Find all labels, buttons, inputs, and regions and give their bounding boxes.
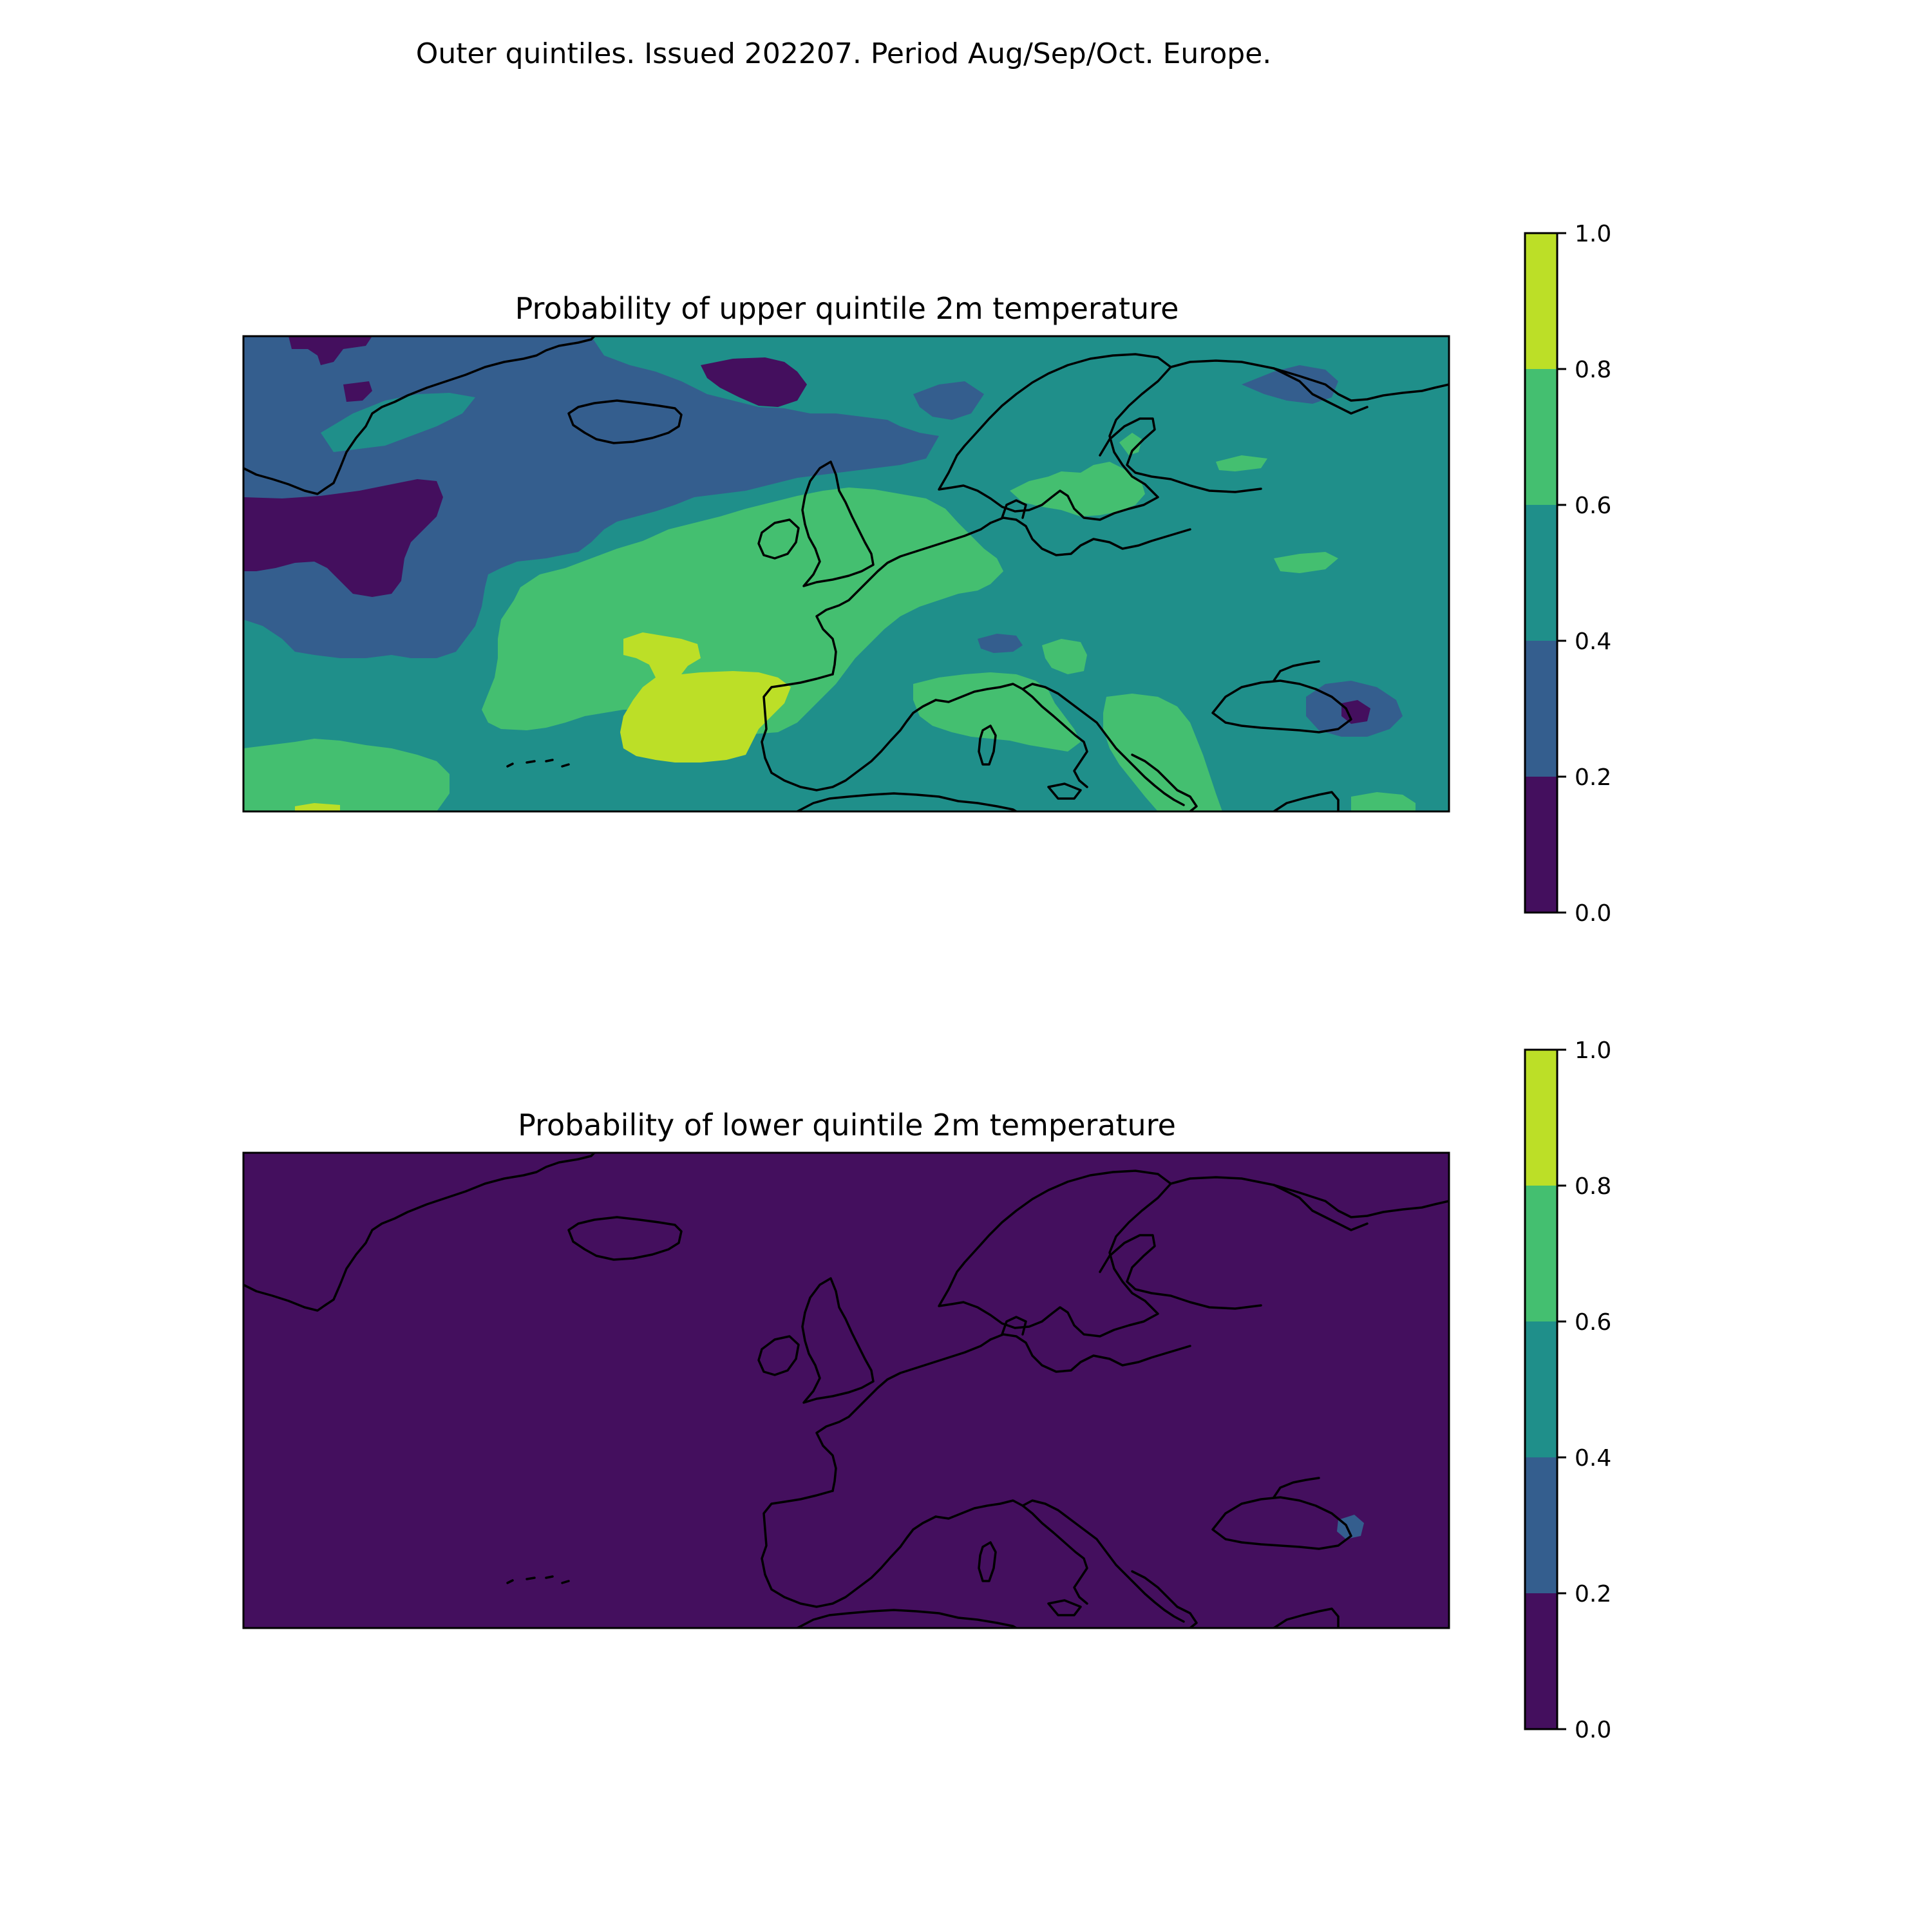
colorbar-frame-lower <box>1524 1048 1558 1730</box>
contour-region-central-europe <box>978 634 1023 653</box>
contour-region-scandinavia <box>913 381 984 420</box>
panel-upper-quintile: Probability of upper quintile 2m tempera… <box>242 221 1611 927</box>
colorbar-segment-0.0-0.2 <box>1525 777 1557 913</box>
colorbar-tick-label: 0.0 <box>1575 900 1611 927</box>
colorbar-segment-0.4-0.6 <box>1525 505 1557 641</box>
contour-region-atlantic-central <box>482 488 1003 734</box>
map-lower <box>243 1153 1449 1628</box>
contour-region-greenland-small <box>343 381 372 402</box>
panel-lower-quintile: Probability of lower quintile 2m tempera… <box>242 1037 1611 1743</box>
contour-region-anatolia <box>1351 792 1416 811</box>
colorbar-segment-0.8-1.0 <box>1525 233 1557 369</box>
colorbar-upper: 1.0 0.8 0.6 0.4 0.2 0.0 <box>1524 221 1611 927</box>
contour-region-black-sea-core <box>1341 700 1370 724</box>
colorbar-tick-label: 0.0 <box>1575 1717 1611 1743</box>
contour-region-black-sea-east <box>1337 1515 1364 1539</box>
colorbar-tick-label: 0.4 <box>1575 629 1611 655</box>
panel-title-lower: Probability of lower quintile 2m tempera… <box>518 1108 1176 1142</box>
panel-title-upper: Probability of upper quintile 2m tempera… <box>515 291 1179 326</box>
contour-region-atlantic-sw <box>295 803 340 811</box>
colorbar-segment-0.6-0.8 <box>1525 1186 1557 1321</box>
contour-region-mediterranean <box>913 672 1081 752</box>
contour-region-russia <box>1274 552 1338 573</box>
colorbar-segment-0.2-0.4 <box>1525 1457 1557 1593</box>
colorbar-tick-label: 0.8 <box>1575 1173 1611 1200</box>
colorbar-segment-0.8-1.0 <box>1525 1050 1557 1186</box>
contour-region-atlantic-south <box>243 739 450 811</box>
map-frame-lower <box>242 1151 1450 1629</box>
colorbar-tick-label: 0.6 <box>1575 1309 1611 1336</box>
colorbar-frame-upper <box>1524 232 1558 914</box>
colorbar-tick-label: 0.8 <box>1575 357 1611 383</box>
contour-region-arctic-small <box>289 336 372 365</box>
colorbar-segment-0.4-0.6 <box>1525 1321 1557 1457</box>
colorbar-tick-label: 0.2 <box>1575 1581 1611 1607</box>
contour-region-west-iberia <box>620 632 791 762</box>
contour-region-finland <box>1119 433 1142 455</box>
contour-region-north-iceland <box>701 357 807 407</box>
colorbar-tick-label: 0.4 <box>1575 1445 1611 1472</box>
contour-region-balkans <box>1103 694 1222 811</box>
colorbar-tick-label: 1.0 <box>1575 1037 1611 1064</box>
figure-title: Outer quintiles. Issued 202207. Period A… <box>416 37 1272 70</box>
colorbar-tick-label: 0.6 <box>1575 493 1611 519</box>
map-frame-upper <box>242 335 1450 813</box>
contour-region-alps <box>1042 639 1087 674</box>
colorbar-lower: 1.0 0.8 0.6 0.4 0.2 0.0 <box>1524 1037 1611 1743</box>
colorbar-segment-0.6-0.8 <box>1525 369 1557 505</box>
colorbar-segment-0.0-0.2 <box>1525 1593 1557 1729</box>
contour-region-south-greenland <box>243 479 443 597</box>
colorbar-tick-label: 0.2 <box>1575 764 1611 791</box>
contour-region-russia-strip <box>1216 455 1267 471</box>
map-upper <box>243 336 1449 811</box>
contour-level-0.0-0.2 <box>243 1153 1449 1628</box>
colorbar-segment-0.2-0.4 <box>1525 641 1557 777</box>
contour-region-greenland <box>321 393 475 452</box>
colorbar-tick-label: 1.0 <box>1575 221 1611 247</box>
